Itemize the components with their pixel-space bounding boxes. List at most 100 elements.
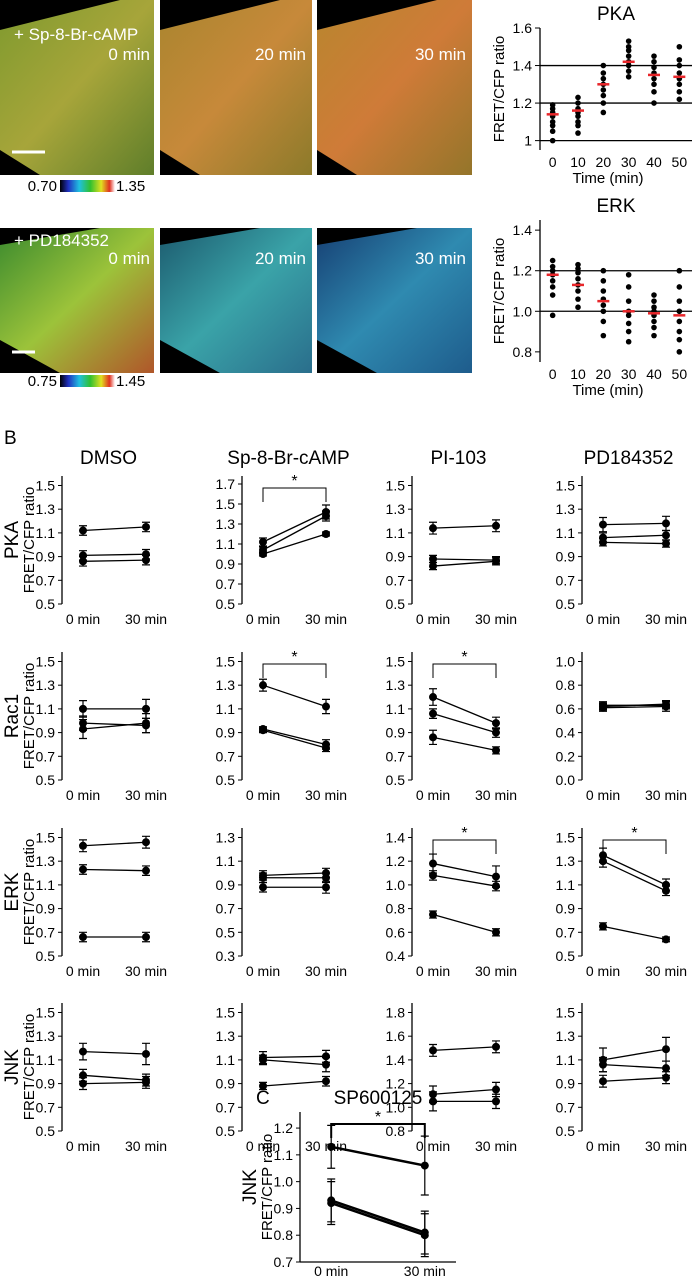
x-tick-label: 30 min [305,611,347,627]
y-axis-label: FRET/CFP ratio [491,36,508,142]
point [575,276,581,282]
panel-label: B [4,428,17,449]
y-tick-label: 0.2 [556,748,576,764]
y-tick-label: 1.3 [216,516,236,532]
point [600,267,607,274]
y-tick-label: 1.0 [274,1174,294,1190]
point [492,1042,500,1051]
point [651,75,657,82]
point [599,538,607,547]
point [651,89,657,95]
significance-bracket [432,839,497,854]
point [662,519,670,528]
time-label: 0 min [108,249,150,268]
x-tick-label: 30 [621,366,637,382]
point [142,704,150,713]
y-tick-label: 0.5 [36,1123,56,1139]
x-tick-label: 30 min [404,1263,446,1279]
y-tick-label: 0.5 [216,772,236,788]
chart-title: DMSO [80,448,137,469]
series-line [82,1081,147,1085]
tissue [160,0,312,175]
row-label: JNK [240,1169,261,1205]
x-tick-label: 0 min [586,787,620,803]
x-tick-label: 30 min [475,1138,517,1154]
y-tick-label: 0.5 [36,772,56,788]
point [420,1231,429,1240]
y-tick-label: 1.1 [216,1052,236,1068]
point [599,922,607,931]
point [599,1077,607,1086]
point [600,70,607,76]
point [651,332,657,339]
significance-bracket [602,839,667,854]
point [676,318,683,325]
x-tick-label: 40 [646,366,662,382]
y-tick-label: 0.6 [386,924,406,940]
point [651,53,657,59]
point [79,725,87,734]
y-tick-label: 1.3 [556,501,576,517]
point [575,265,581,272]
point [599,703,607,712]
series-line [82,526,147,532]
y-tick-label: 0.7 [216,1099,236,1115]
series-line [432,874,497,887]
y-tick-label: 1.0 [513,303,533,319]
series-line [82,1074,147,1081]
point [599,1060,607,1069]
y-tick-label: 1.0 [386,1099,406,1115]
point [625,320,632,327]
y-tick-label: 0.9 [216,877,236,893]
y-tick-label: 1.6 [386,1028,406,1044]
y-axis-label: FRET/CFP ratio [21,663,38,769]
point [676,308,683,315]
y-tick-label: 0.9 [274,1200,294,1216]
point [651,298,657,304]
point [259,726,267,735]
x-tick-label: 0 min [416,1138,450,1154]
x-tick-label: 0 min [586,963,620,979]
y-tick-label: 1.5 [556,477,576,493]
y-tick-label: 0.6 [556,701,576,717]
y-tick-label: 0.9 [556,1076,576,1092]
series-line [602,925,667,941]
series-line [82,722,147,730]
y-tick-label: 1.3 [556,853,576,869]
x-tick-label: 10 [570,366,586,382]
point [142,550,150,559]
y-tick-label: 1.1 [216,701,236,717]
significance-bracket [330,1123,426,1138]
x-tick-label: 30 min [475,611,517,627]
point [322,1052,330,1061]
y-tick-label: 1.8 [386,1004,406,1020]
series-line [602,522,667,526]
y-tick-label: 1.1 [386,525,406,541]
point [625,74,632,80]
y-tick-label: 0.9 [216,556,236,572]
row-label: JNK [2,1049,23,1085]
row-label: ERK [2,872,23,911]
y-tick-label: 0.7 [556,1099,576,1115]
y-tick-label: 1.0 [556,653,576,669]
y-tick-label: 1.1 [556,525,576,541]
point [429,871,437,880]
point [549,312,556,319]
series-line [432,713,497,734]
chart-title: PKA [597,4,635,25]
x-tick-label: 20 [596,366,612,382]
x-tick-label: 0 min [66,611,100,627]
tissue [0,0,154,175]
point [625,53,632,59]
point [600,62,607,69]
point [676,284,683,290]
series-line [602,705,667,709]
point [322,1060,330,1069]
point [625,68,632,74]
y-tick-label: 1.2 [513,263,533,279]
y-tick-label: 0.7 [36,924,56,940]
y-tick-label: 0.9 [36,901,56,917]
y-tick-label: 1.3 [386,501,406,517]
point [429,1097,437,1106]
